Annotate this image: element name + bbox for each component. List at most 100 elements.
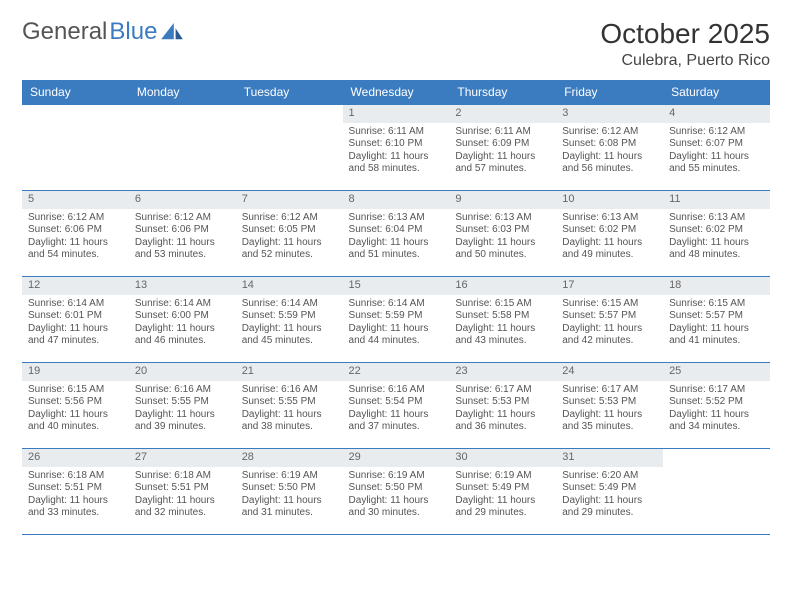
sunrise-line: Sunrise: 6:18 AM <box>28 470 123 483</box>
sunset-line: Sunset: 6:09 PM <box>455 138 550 151</box>
daylight-line: Daylight: 11 hours and 44 minutes. <box>349 323 444 348</box>
day-number: 31 <box>556 449 663 467</box>
sunrise-line: Sunrise: 6:13 AM <box>349 212 444 225</box>
sunset-line: Sunset: 5:55 PM <box>135 396 230 409</box>
sunrise-line: Sunrise: 6:11 AM <box>455 126 550 139</box>
daylight-line: Daylight: 11 hours and 54 minutes. <box>28 237 123 262</box>
weekday-header: Saturday <box>663 80 770 105</box>
calendar-cell: 22Sunrise: 6:16 AMSunset: 5:54 PMDayligh… <box>343 363 450 449</box>
calendar-cell: 15Sunrise: 6:14 AMSunset: 5:59 PMDayligh… <box>343 277 450 363</box>
sunrise-line: Sunrise: 6:15 AM <box>562 298 657 311</box>
day-number: 10 <box>556 191 663 209</box>
sunrise-line: Sunrise: 6:12 AM <box>562 126 657 139</box>
calendar-cell: 13Sunrise: 6:14 AMSunset: 6:00 PMDayligh… <box>129 277 236 363</box>
sunset-line: Sunset: 5:59 PM <box>242 310 337 323</box>
daylight-line: Daylight: 11 hours and 58 minutes. <box>349 151 444 176</box>
day-number: 30 <box>449 449 556 467</box>
day-number: 2 <box>449 105 556 123</box>
daylight-line: Daylight: 11 hours and 29 minutes. <box>562 495 657 520</box>
calendar-cell: 17Sunrise: 6:15 AMSunset: 5:57 PMDayligh… <box>556 277 663 363</box>
sunrise-line: Sunrise: 6:14 AM <box>28 298 123 311</box>
calendar-cell-empty <box>236 105 343 191</box>
daylight-line: Daylight: 11 hours and 38 minutes. <box>242 409 337 434</box>
sunset-line: Sunset: 6:06 PM <box>135 224 230 237</box>
sunrise-line: Sunrise: 6:20 AM <box>562 470 657 483</box>
sunset-line: Sunset: 5:53 PM <box>455 396 550 409</box>
logo-text-2: Blue <box>109 18 157 46</box>
day-number: 15 <box>343 277 450 295</box>
calendar-cell: 31Sunrise: 6:20 AMSunset: 5:49 PMDayligh… <box>556 449 663 535</box>
sunrise-line: Sunrise: 6:19 AM <box>349 470 444 483</box>
sunrise-line: Sunrise: 6:14 AM <box>349 298 444 311</box>
sunrise-line: Sunrise: 6:17 AM <box>669 384 764 397</box>
daylight-line: Daylight: 11 hours and 51 minutes. <box>349 237 444 262</box>
logo-sail-icon <box>161 23 183 41</box>
daylight-line: Daylight: 11 hours and 37 minutes. <box>349 409 444 434</box>
sunset-line: Sunset: 6:01 PM <box>28 310 123 323</box>
daylight-line: Daylight: 11 hours and 52 minutes. <box>242 237 337 262</box>
weekday-header: Wednesday <box>343 80 450 105</box>
calendar-head: SundayMondayTuesdayWednesdayThursdayFrid… <box>22 80 770 105</box>
daylight-line: Daylight: 11 hours and 47 minutes. <box>28 323 123 348</box>
day-number: 17 <box>556 277 663 295</box>
calendar-cell: 24Sunrise: 6:17 AMSunset: 5:53 PMDayligh… <box>556 363 663 449</box>
day-number: 18 <box>663 277 770 295</box>
sunset-line: Sunset: 6:02 PM <box>562 224 657 237</box>
sunrise-line: Sunrise: 6:18 AM <box>135 470 230 483</box>
daylight-line: Daylight: 11 hours and 41 minutes. <box>669 323 764 348</box>
daylight-line: Daylight: 11 hours and 57 minutes. <box>455 151 550 176</box>
sunset-line: Sunset: 6:06 PM <box>28 224 123 237</box>
calendar-cell: 21Sunrise: 6:16 AMSunset: 5:55 PMDayligh… <box>236 363 343 449</box>
calendar-cell: 26Sunrise: 6:18 AMSunset: 5:51 PMDayligh… <box>22 449 129 535</box>
sunset-line: Sunset: 5:50 PM <box>242 482 337 495</box>
day-number: 6 <box>129 191 236 209</box>
sunrise-line: Sunrise: 6:13 AM <box>669 212 764 225</box>
day-number: 9 <box>449 191 556 209</box>
title-block: October 2025 Culebra, Puerto Rico <box>600 18 770 70</box>
calendar-row: 5Sunrise: 6:12 AMSunset: 6:06 PMDaylight… <box>22 191 770 277</box>
day-number: 8 <box>343 191 450 209</box>
sunrise-line: Sunrise: 6:15 AM <box>455 298 550 311</box>
sunrise-line: Sunrise: 6:17 AM <box>562 384 657 397</box>
calendar-cell: 7Sunrise: 6:12 AMSunset: 6:05 PMDaylight… <box>236 191 343 277</box>
calendar-cell: 12Sunrise: 6:14 AMSunset: 6:01 PMDayligh… <box>22 277 129 363</box>
sunrise-line: Sunrise: 6:12 AM <box>669 126 764 139</box>
sunset-line: Sunset: 6:05 PM <box>242 224 337 237</box>
calendar-cell: 8Sunrise: 6:13 AMSunset: 6:04 PMDaylight… <box>343 191 450 277</box>
calendar-cell: 25Sunrise: 6:17 AMSunset: 5:52 PMDayligh… <box>663 363 770 449</box>
day-number: 4 <box>663 105 770 123</box>
sunrise-line: Sunrise: 6:12 AM <box>135 212 230 225</box>
calendar-cell-empty <box>129 105 236 191</box>
sunrise-line: Sunrise: 6:17 AM <box>455 384 550 397</box>
logo-text-1: General <box>22 18 107 46</box>
calendar-cell: 19Sunrise: 6:15 AMSunset: 5:56 PMDayligh… <box>22 363 129 449</box>
daylight-line: Daylight: 11 hours and 31 minutes. <box>242 495 337 520</box>
day-number: 3 <box>556 105 663 123</box>
sunrise-line: Sunrise: 6:16 AM <box>135 384 230 397</box>
sunrise-line: Sunrise: 6:19 AM <box>242 470 337 483</box>
calendar-cell: 6Sunrise: 6:12 AMSunset: 6:06 PMDaylight… <box>129 191 236 277</box>
location: Culebra, Puerto Rico <box>600 52 770 70</box>
daylight-line: Daylight: 11 hours and 29 minutes. <box>455 495 550 520</box>
day-number: 7 <box>236 191 343 209</box>
calendar-row: 12Sunrise: 6:14 AMSunset: 6:01 PMDayligh… <box>22 277 770 363</box>
sunset-line: Sunset: 5:56 PM <box>28 396 123 409</box>
sunset-line: Sunset: 5:55 PM <box>242 396 337 409</box>
calendar-row: 26Sunrise: 6:18 AMSunset: 5:51 PMDayligh… <box>22 449 770 535</box>
daylight-line: Daylight: 11 hours and 49 minutes. <box>562 237 657 262</box>
logo: GeneralBlue <box>22 18 183 46</box>
sunrise-line: Sunrise: 6:16 AM <box>349 384 444 397</box>
sunset-line: Sunset: 6:08 PM <box>562 138 657 151</box>
daylight-line: Daylight: 11 hours and 34 minutes. <box>669 409 764 434</box>
weekday-header: Monday <box>129 80 236 105</box>
day-number: 14 <box>236 277 343 295</box>
sunset-line: Sunset: 6:03 PM <box>455 224 550 237</box>
day-number: 22 <box>343 363 450 381</box>
day-number: 24 <box>556 363 663 381</box>
calendar-table: SundayMondayTuesdayWednesdayThursdayFrid… <box>22 80 770 535</box>
sunrise-line: Sunrise: 6:13 AM <box>455 212 550 225</box>
weekday-header: Friday <box>556 80 663 105</box>
sunset-line: Sunset: 5:50 PM <box>349 482 444 495</box>
calendar-cell-empty <box>22 105 129 191</box>
day-number: 25 <box>663 363 770 381</box>
